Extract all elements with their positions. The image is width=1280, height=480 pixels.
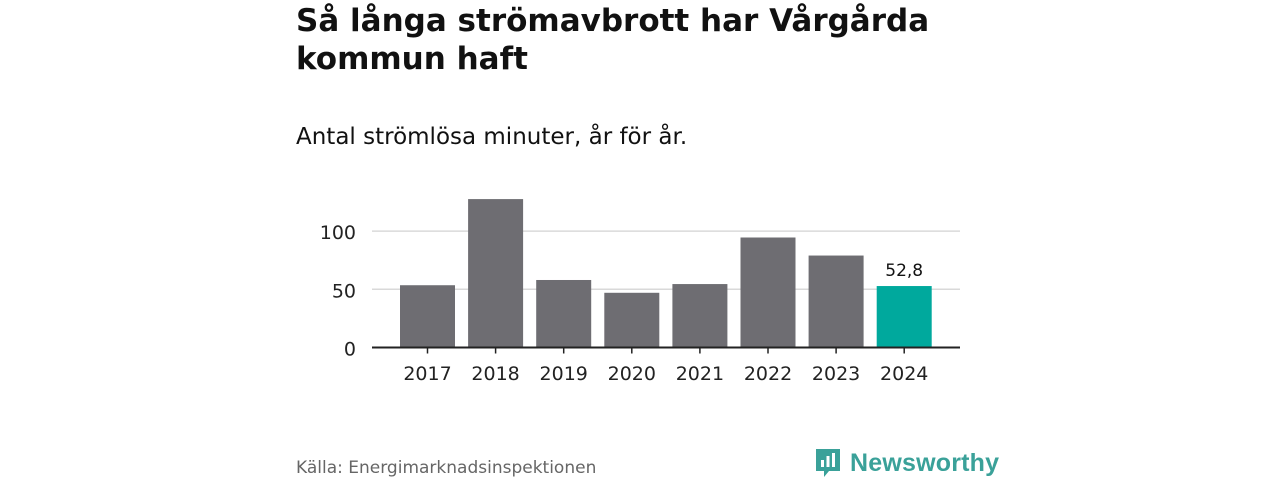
- y-tick-label: 50: [332, 280, 356, 302]
- bar-chart-logo-icon: [816, 449, 840, 477]
- bar-2023: [808, 255, 864, 348]
- x-tick-label: 2017: [403, 363, 451, 385]
- bar-2021: [672, 284, 728, 348]
- bar-2018: [468, 199, 524, 348]
- brand-name: Newsworthy: [850, 448, 1000, 477]
- data-labels: 52,8: [885, 261, 923, 281]
- gridlines: [372, 230, 960, 291]
- y-tick-label: 100: [320, 222, 356, 244]
- x-tick-label: 2024: [880, 363, 928, 385]
- x-tick-label: 2023: [812, 363, 860, 385]
- bar-2024: [876, 286, 932, 348]
- data-label: 52,8: [885, 261, 923, 281]
- x-tick-label: 2019: [540, 363, 588, 385]
- bars: [400, 199, 932, 348]
- chart-title: Så långa strömavbrott har Vårgårda kommu…: [296, 3, 930, 77]
- bar-2022: [740, 237, 796, 348]
- newsworthy-logo: Newsworthy: [814, 446, 999, 480]
- chart-subtitle: Antal strömlösa minuter, år för år.: [296, 124, 688, 150]
- y-tick-label: 0: [344, 339, 356, 361]
- x-tick-label: 2020: [608, 363, 656, 385]
- x-tick-label: 2021: [676, 363, 724, 385]
- bar-2017: [400, 285, 455, 348]
- bar-2019: [536, 279, 592, 348]
- x-axis-ticks: 2017 2018 2019 2020 2021 2022 2023 2024: [403, 347, 928, 385]
- source-note: Källa: Energimarknadsinspektionen: [296, 458, 597, 478]
- x-tick-label: 2022: [744, 363, 792, 385]
- bar-2020: [604, 292, 660, 348]
- y-axis-ticks: 0 50 100: [320, 222, 356, 360]
- x-tick-label: 2018: [471, 363, 519, 385]
